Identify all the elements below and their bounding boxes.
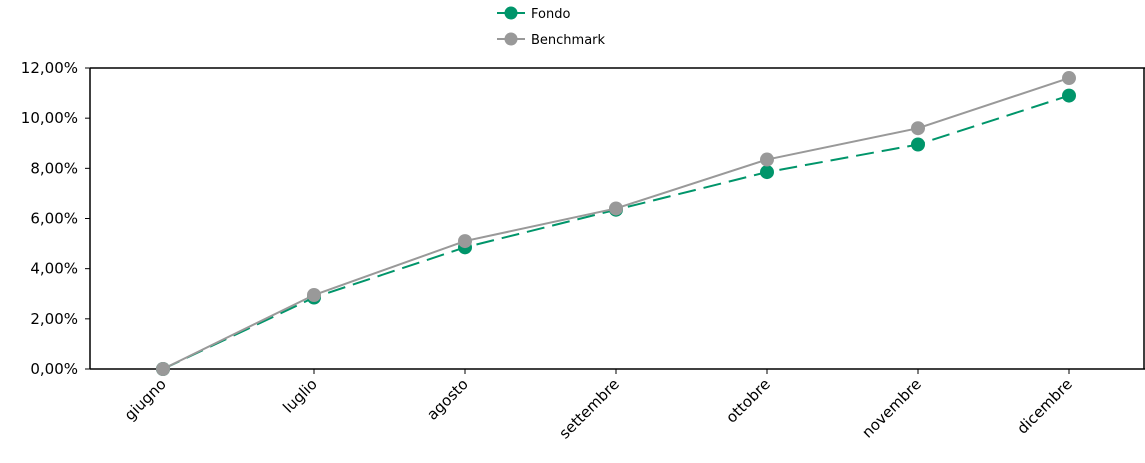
x-tick-label: giugno <box>121 375 170 424</box>
x-tick-label: novembre <box>858 375 924 441</box>
data-point-benchmark <box>458 234 472 249</box>
data-point-benchmark <box>760 152 774 167</box>
y-tick-label: 0,00% <box>30 360 78 378</box>
legend-label-fondo: Fondo <box>531 7 570 22</box>
legend-label-benchmark: Benchmark <box>531 33 606 48</box>
data-point-benchmark <box>156 362 170 376</box>
legend-swatch-benchmark-marker <box>504 32 518 46</box>
y-tick-label: 12,00% <box>21 59 78 77</box>
data-point-benchmark <box>307 288 321 303</box>
legend-item-fondo: Fondo <box>497 6 570 22</box>
y-tick-label: 8,00% <box>30 159 78 177</box>
data-point-fondo <box>1062 88 1076 103</box>
x-tick-label: settembre <box>555 375 622 442</box>
x-tick-label: dicembre <box>1013 375 1075 437</box>
legend-swatch-fondo-marker <box>504 6 518 20</box>
plot-area: 0,00% 2,00% 4,00% 6,00% 8,00% 10,00% 12,00% giu… <box>21 59 1145 442</box>
data-point-benchmark <box>609 201 623 216</box>
x-tick-label: ottobre <box>722 375 773 426</box>
y-tick-label: 4,00% <box>30 260 78 278</box>
series-line-fondo <box>162 94 1070 370</box>
data-point-fondo <box>760 165 774 180</box>
series-line-benchmark <box>162 77 1070 370</box>
data-point-fondo <box>911 137 925 152</box>
legend-item-benchmark: Benchmark <box>497 32 606 48</box>
data-point-benchmark <box>911 121 925 136</box>
data-point-benchmark <box>1062 71 1076 86</box>
y-tick-label: 10,00% <box>21 109 78 127</box>
x-tick-label: luglio <box>279 375 321 417</box>
x-tick-label: agosto <box>423 375 472 424</box>
y-tick-label: 2,00% <box>30 310 78 328</box>
y-tick-label: 6,00% <box>30 210 78 228</box>
legend: Fondo Benchmark <box>497 6 606 48</box>
